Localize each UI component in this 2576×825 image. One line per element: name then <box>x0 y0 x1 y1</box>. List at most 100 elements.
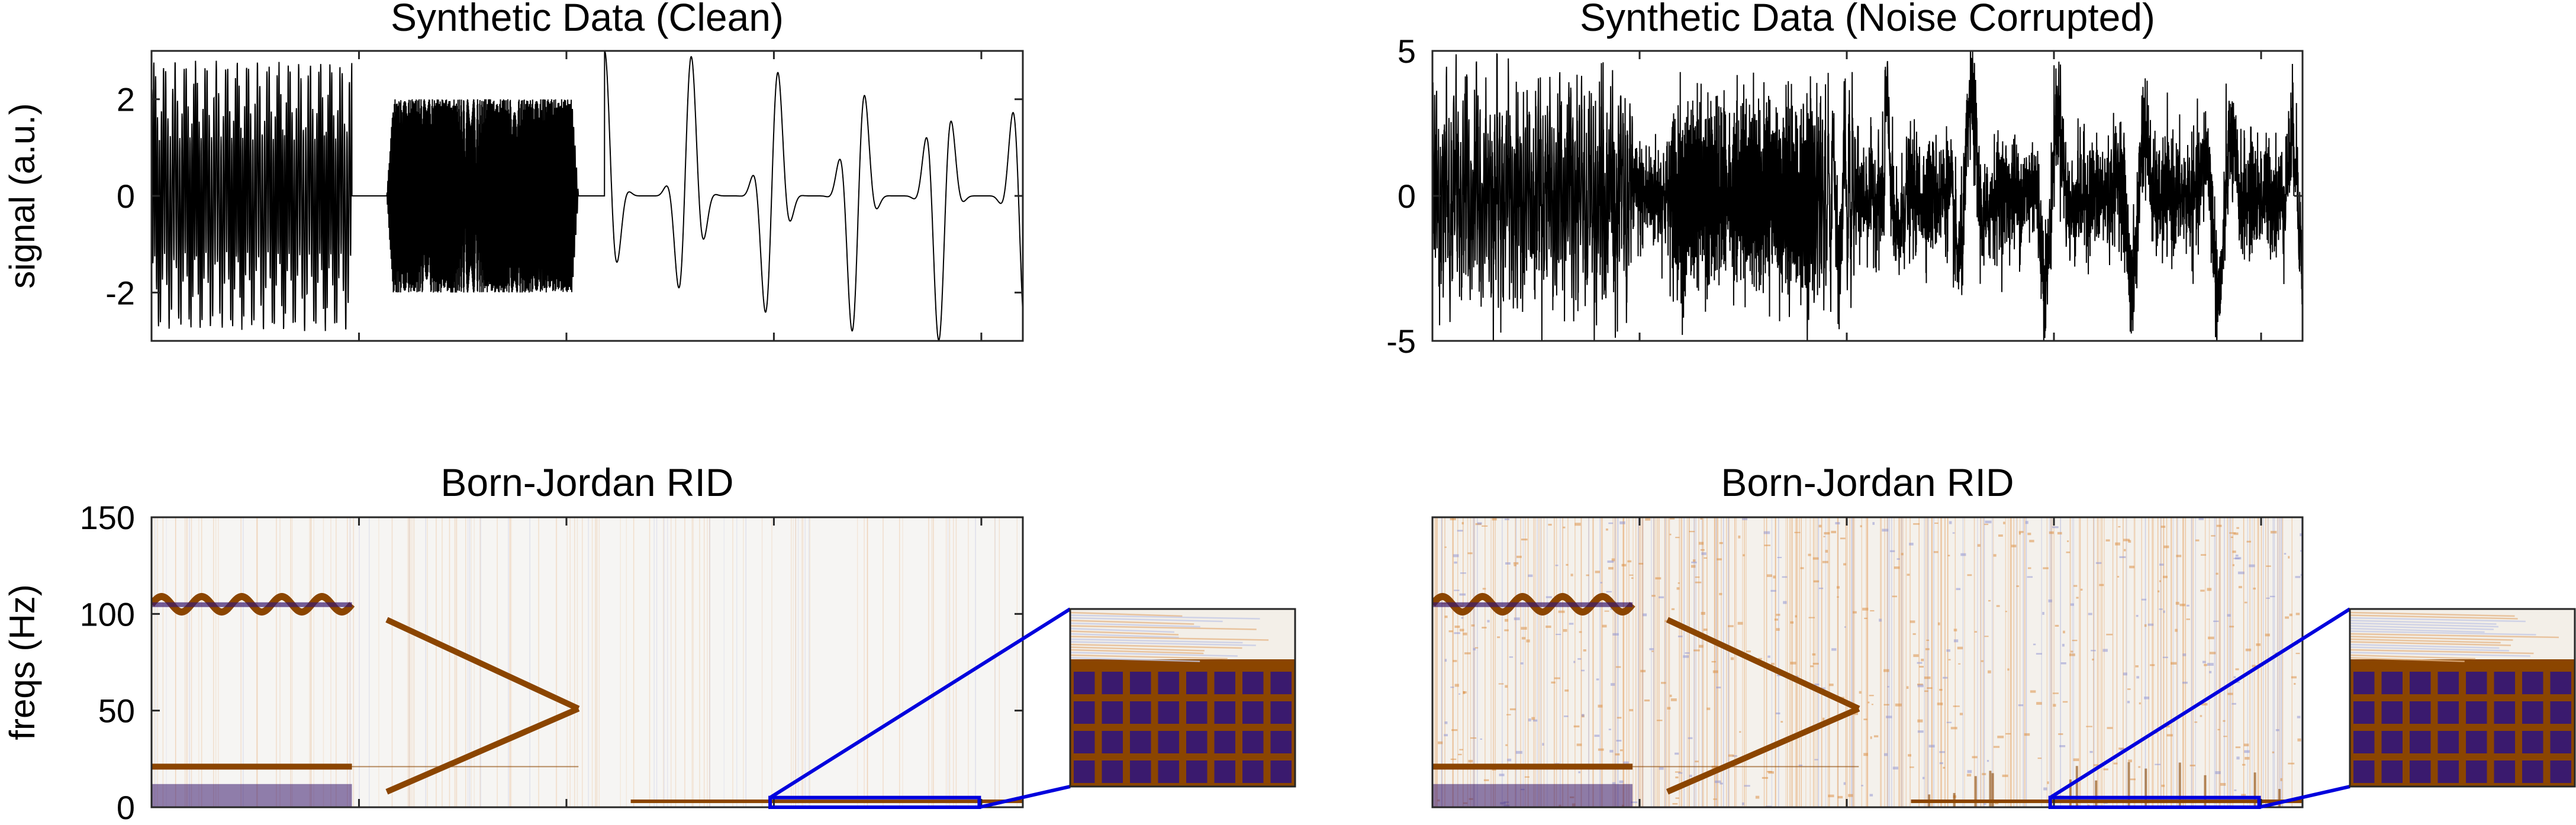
tfd-noise-speck <box>1607 560 1614 563</box>
inset-cell <box>1270 672 1292 694</box>
inset-stripe <box>1070 620 1194 625</box>
tfd-noise-speck <box>1972 756 1978 759</box>
tfd-noise-speck <box>2053 704 2056 707</box>
tfd-noise-speck <box>2027 576 2033 578</box>
tfd-noise-speck <box>1461 617 1464 619</box>
inset-cell <box>2437 672 2459 694</box>
tfd-noise-speck <box>2115 542 2120 546</box>
tfd-noise-speck <box>1619 780 1624 784</box>
tfd-noise-speck <box>1912 633 1916 635</box>
tfd-noise-speck <box>2256 643 2261 646</box>
tfd-noise-speck <box>1887 686 1889 688</box>
tfd-noise-speck <box>1824 532 1830 535</box>
tfd-noise-speck <box>1563 526 1566 528</box>
tfd-noise-speck <box>1459 749 1463 750</box>
tfd-noise-speck <box>1997 736 2004 739</box>
tfd-noise-speck <box>1604 610 1609 612</box>
tfd-noise-speck <box>2198 518 2204 520</box>
tfd-noise-speck <box>2291 676 2297 679</box>
tfd-noise-speck <box>1822 560 1828 563</box>
tfd-noise-speck <box>1453 554 1459 557</box>
tfd-noise-speck <box>1959 713 1963 716</box>
tfd-noise-speck <box>1640 669 1646 672</box>
y-ticks: -2 0 2 <box>105 81 1023 311</box>
tfd-noise-speck <box>1617 717 1622 719</box>
tfd-noise-speck <box>1555 565 1559 566</box>
tfd-noise-speck <box>2201 702 2208 706</box>
y-tick-label: 5 <box>1398 33 1416 70</box>
tfd-noise-speck <box>2149 664 2155 666</box>
tfd-noise-speck <box>1643 613 1647 617</box>
tfd-noise-speck <box>1794 531 1801 533</box>
inset-cell <box>1130 731 1151 753</box>
tfd-noise-speck <box>2089 750 2093 753</box>
tfd-noise-speck <box>2220 782 2226 786</box>
tfd-noise-speck <box>1621 563 1627 567</box>
tfd-noise-speck <box>2018 531 2024 533</box>
tfd-noise-speck <box>1689 531 1695 533</box>
tfd-noise-speck <box>2136 676 2140 679</box>
tfd-noise-speck <box>2002 774 2008 777</box>
tfd-noise-speck <box>2025 521 2028 524</box>
tfd-noise-speck <box>2200 715 2203 717</box>
tfd-noise-speck <box>1966 774 1972 776</box>
tfd-noise-speck <box>1526 639 1530 643</box>
tfd-noise-speck <box>2011 544 2017 547</box>
tfd-noise-speck <box>2158 590 2160 592</box>
tfd-noise-speck <box>1948 659 1951 660</box>
tfd-noise-speck <box>2048 599 2052 602</box>
tfd-noise-speck <box>2209 652 2216 655</box>
tfd-noise-speck <box>2195 539 2200 542</box>
tfd-noise-speck <box>1988 670 1991 673</box>
tfd-noise-speck <box>1993 554 1997 557</box>
tfd-noise-speck <box>1909 543 1914 546</box>
tfd-noise-speck <box>2288 762 2295 765</box>
tfd-noise-speck <box>1953 639 1959 643</box>
tfd-noise-speck <box>1764 544 1771 546</box>
tfd-noise-speck <box>1521 539 1528 541</box>
tfd-noise-speck <box>1450 518 1456 521</box>
tfd-noise-speck <box>1892 766 1899 770</box>
tfd-noise-speck <box>1629 709 1634 711</box>
tfd-noise-speck <box>1993 746 2000 748</box>
tfd-noise-speck <box>2106 633 2113 636</box>
tfd-noise-speck <box>2216 524 2222 527</box>
chart-title: Synthetic Data (Noise Corrupted) <box>1580 0 2155 39</box>
tfd-noise-speck <box>1984 636 1989 637</box>
tfd-noise-speck <box>1678 772 1683 774</box>
tfd-noise-speck <box>2237 571 2245 575</box>
inset-cell <box>2550 731 2571 753</box>
tfd-noise-speck <box>2243 743 2249 747</box>
tfd-noise-speck <box>1755 795 1760 799</box>
tfd-noise-speck <box>2113 762 2118 765</box>
tfd-noise-speck <box>2043 787 2047 791</box>
tfd-noise-speck <box>1927 687 1933 689</box>
tfd-noise-speck <box>1649 648 1654 650</box>
tfd-noise-speck <box>1939 689 1943 691</box>
tfd-noise-speck <box>1675 776 1679 779</box>
tfd-noise-speck <box>1943 766 1946 769</box>
tfd-component-chirp <box>385 617 580 711</box>
tfd-noise-speck <box>1693 649 1700 652</box>
tfd-noise-speck <box>2182 653 2187 656</box>
tfd-noise-speck <box>1463 632 1467 636</box>
tfd-noise-speck <box>1933 551 1939 553</box>
tfd-noise-speck <box>1598 704 1603 708</box>
tfd-noise-speck <box>1651 650 1654 652</box>
tfd-noise-speck <box>1985 520 1992 524</box>
tfd-noise-speck <box>1645 517 1651 521</box>
tfd-noise-speck <box>1459 593 1466 596</box>
tfd-noise-speck <box>1909 766 1914 768</box>
tfd-noise-speck <box>1871 704 1873 705</box>
tfd-noise-speck <box>1767 771 1772 773</box>
inset-cell <box>2494 731 2515 753</box>
inset-cell <box>1074 701 1095 724</box>
tfd-noise-speck <box>2016 585 2020 587</box>
tfd-noise-speck <box>2127 701 2130 704</box>
tfd-noise-speck <box>1685 652 1690 654</box>
tfd-noise-speck <box>1768 771 1774 774</box>
tfd-noise-speck <box>1570 573 1573 576</box>
tfd-noise-speck <box>1952 532 1955 534</box>
tfd-noise-speck <box>1808 553 1811 556</box>
x-ticks <box>1638 51 2262 341</box>
